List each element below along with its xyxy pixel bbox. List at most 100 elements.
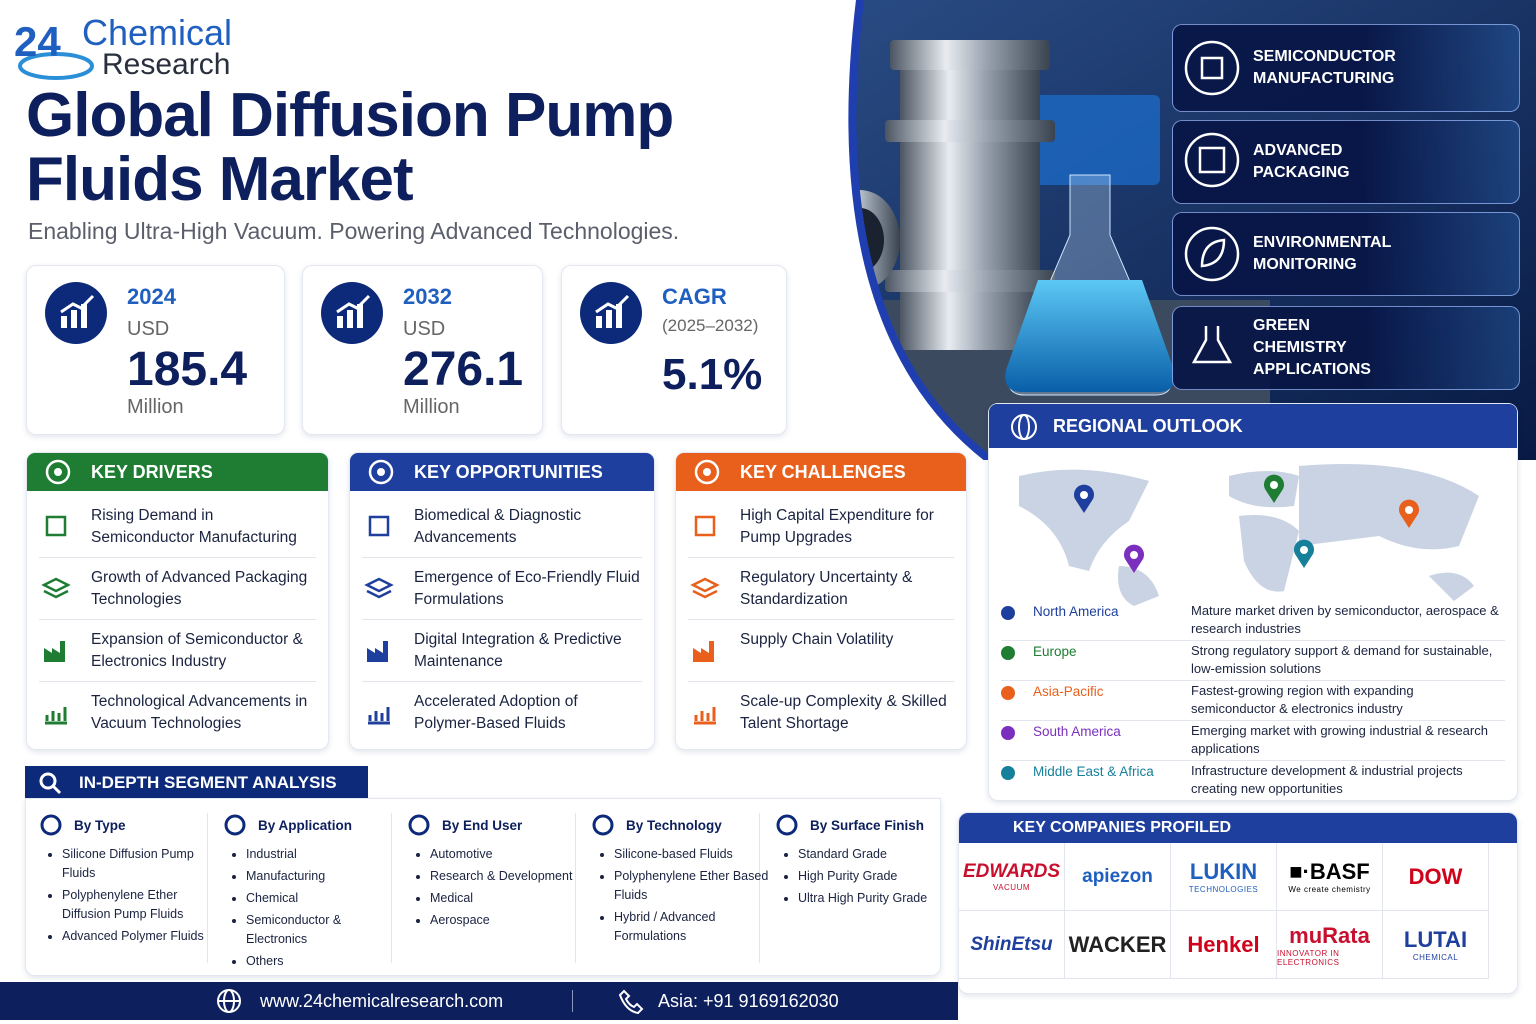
- segment-icon: [592, 814, 614, 836]
- title-line: Global Diffusion Pump: [26, 81, 674, 150]
- item-separator: [688, 619, 954, 620]
- company-logo: LUTAI CHEMICAL: [1383, 911, 1489, 979]
- map-pin: [1074, 484, 1094, 513]
- region-separator: [1001, 680, 1505, 681]
- item-text: High Capital Expenditure for Pump Upgrad…: [740, 507, 934, 546]
- globe-icon: [1011, 414, 1037, 440]
- item-icon: [41, 577, 71, 599]
- region-name: South America: [1033, 724, 1121, 739]
- region-dot: [1001, 646, 1015, 660]
- chart-glyph: [60, 294, 95, 328]
- application-label: GREEN CHEMISTRY APPLICATIONS: [1253, 317, 1371, 378]
- segment-item: Hybrid / Advanced Formulations: [614, 908, 770, 946]
- segment-icon: [776, 814, 798, 836]
- region-dot: [1001, 686, 1015, 700]
- logo: 24 Chemical Research: [14, 12, 254, 82]
- application-card: GREEN CHEMISTRY APPLICATIONS: [1172, 306, 1520, 390]
- region-desc: Infrastructure development & industrial …: [1191, 763, 1463, 796]
- company-logo: EDWARDS VACUUM: [959, 843, 1065, 911]
- company-name: LUKIN: [1189, 859, 1258, 884]
- segment-item: Research & Development: [430, 867, 586, 886]
- segment-item: Polyphenylene Ether Diffusion Pump Fluid…: [62, 886, 218, 924]
- stat-label: 2024: [127, 284, 176, 309]
- application-label: ADVANCED PACKAGING: [1253, 142, 1350, 181]
- subtitle: Enabling Ultra-High Vacuum. Powering Adv…: [28, 218, 680, 244]
- item-icon: [368, 707, 390, 725]
- company-name: apiezon: [1082, 865, 1153, 887]
- logo-sub: Research: [102, 48, 231, 81]
- item-icon: [45, 515, 67, 537]
- company-name: ■·BASF: [1289, 859, 1370, 884]
- item-separator: [688, 557, 954, 558]
- item-text: Emergence of Eco-Friendly Fluid Formulat…: [414, 569, 640, 608]
- application-card: SEMICONDUCTOR MANUFACTURING: [1172, 24, 1520, 112]
- stat-value: 5.1%: [662, 350, 763, 399]
- footer: www.24chemicalresearch.com Asia: +91 916…: [0, 982, 958, 1020]
- company-name: DOW: [1408, 863, 1463, 889]
- segment-item: Aerospace: [430, 911, 586, 930]
- globe-icon: [217, 989, 241, 1013]
- key-drivers: KEY DRIVERS Rising Demand in Semiconducto…: [26, 452, 329, 750]
- stat-icon: [580, 282, 642, 344]
- box-header: KEY OPPORTUNITIES: [350, 453, 654, 491]
- footer-divider: [572, 990, 573, 1012]
- application-icons: [1184, 40, 1240, 364]
- stat-card: 2032 USD 276.1 Million: [302, 265, 543, 435]
- map-pin: [1399, 499, 1419, 528]
- logo-number: 24: [14, 18, 61, 65]
- region-desc: Mature market driven by semiconductor, a…: [1191, 603, 1499, 636]
- box-header-icon: [368, 459, 394, 485]
- segment-column: By Technology Silicone-based Fluids Polyph…: [590, 812, 770, 949]
- company-name: WACKER: [1068, 931, 1167, 957]
- segment-title: By Application: [258, 818, 353, 833]
- key-opportunities: KEY OPPORTUNITIES Biomedical & Diagnostic…: [349, 452, 655, 750]
- item-text: Technological Advancements in Vacuum Tec…: [91, 693, 308, 732]
- region-dot: [1001, 606, 1015, 620]
- item-text: Growth of Advanced Packaging Technologie…: [91, 569, 308, 608]
- segment-divider: [207, 813, 208, 963]
- segment-title: By Type: [74, 818, 126, 833]
- company-tag: We create chemistry: [1288, 885, 1371, 894]
- stat-unit: (2025–2032): [662, 316, 759, 335]
- segment-column: By Type Silicone Diffusion Pump FluidsPol…: [38, 812, 218, 949]
- region-desc: Emerging market with growing industrial …: [1191, 723, 1488, 756]
- stat-unit: USD: [403, 318, 446, 340]
- region-desc: Fastest-growing region with expanding se…: [1191, 683, 1414, 716]
- segment-item: Medical: [430, 889, 586, 908]
- item-separator: [39, 681, 316, 682]
- stat-card: CAGR (2025–2032) 5.1%: [561, 265, 787, 435]
- world-map: [1019, 464, 1479, 606]
- company-logo: LUKIN TECHNOLOGIES: [1171, 843, 1277, 911]
- box-header-icon: [694, 459, 720, 485]
- company-name: Henkel: [1187, 931, 1260, 957]
- region-dot: [1001, 766, 1015, 780]
- segment-icon: [408, 814, 430, 836]
- company-tag: CHEMICAL: [1412, 953, 1459, 962]
- item-icon: [45, 707, 67, 725]
- segment-column: By Application Industrial Manufacturing Che…: [222, 812, 402, 974]
- segment-item: Polyphenylene Ether Based Fluids: [614, 867, 770, 905]
- item-text: Regulatory Uncertainty & Standardization: [740, 569, 913, 608]
- chart-glyph: [595, 294, 630, 328]
- segment-item: Silicone-based Fluids: [614, 845, 770, 864]
- segment-title: By End User: [442, 818, 523, 833]
- application-card: ADVANCED PACKAGING: [1172, 120, 1520, 204]
- segment-item: Automotive: [430, 845, 586, 864]
- region-separator: [1001, 640, 1505, 641]
- stat-label: 2032: [403, 284, 452, 309]
- box-header: KEY CHALLENGES: [676, 453, 966, 491]
- footer-phone: Asia: +91 9169162030: [658, 991, 839, 1011]
- region-name: Europe: [1033, 644, 1077, 659]
- box-header: KEY COMPANIES PROFILED: [959, 813, 1517, 843]
- box-header: REGIONAL OUTLOOK: [989, 404, 1517, 448]
- segment-title: By Surface Finish: [810, 818, 925, 833]
- segment-title: By Technology: [626, 818, 722, 833]
- region-desc: Strong regulatory support & demand for s…: [1191, 643, 1493, 676]
- map-pin: [1124, 544, 1144, 573]
- segment-divider: [575, 813, 576, 963]
- company-tag: INNOVATOR IN ELECTRONICS: [1277, 948, 1340, 967]
- region-separator: [1001, 720, 1505, 721]
- item-icon: [367, 641, 388, 662]
- item-separator: [362, 557, 642, 558]
- map-pin: [1264, 474, 1284, 503]
